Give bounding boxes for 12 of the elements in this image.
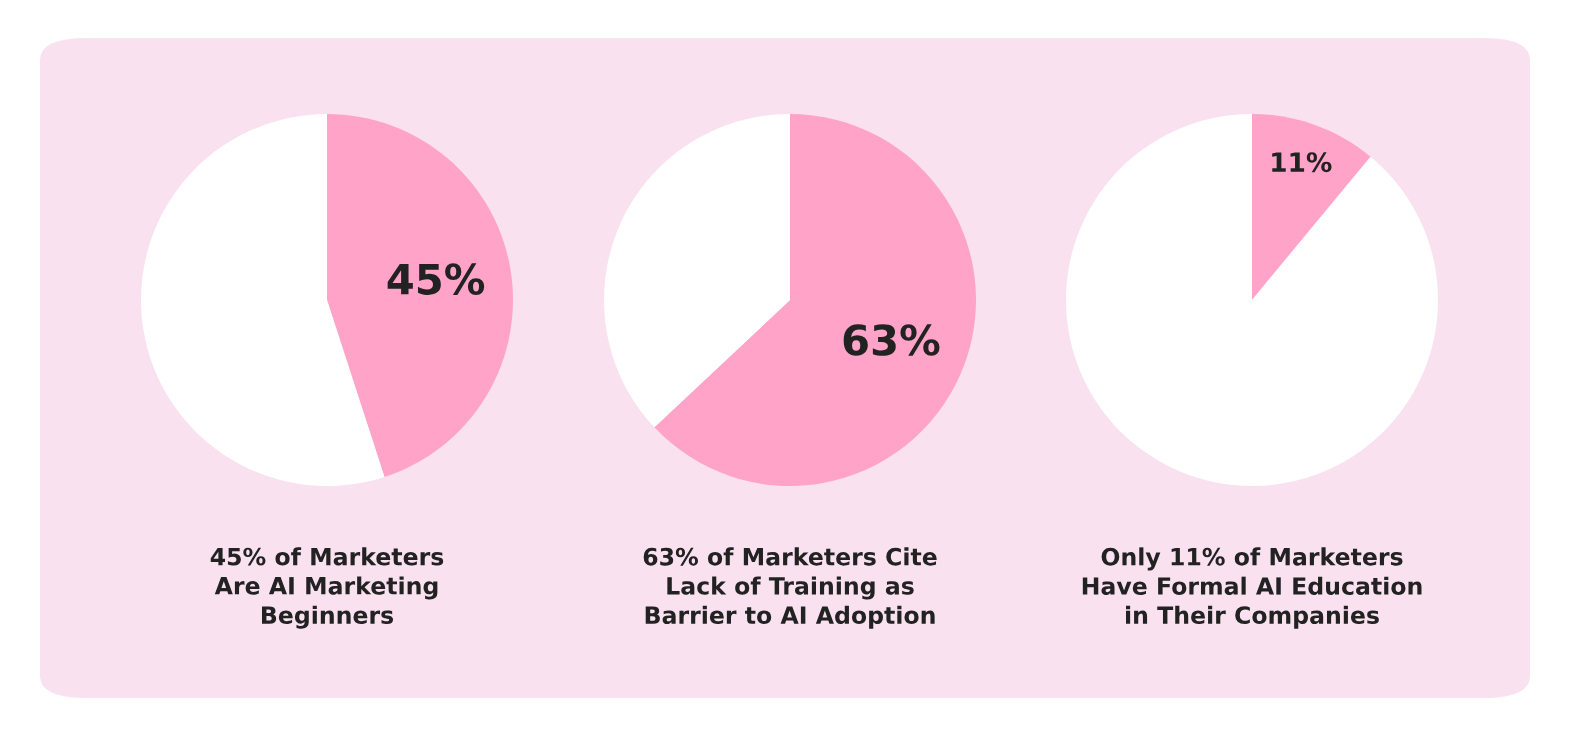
text: 45% of Marketers Are AI Marketing Beginners <box>210 547 444 629</box>
pie-slice <box>327 114 513 477</box>
pie-slice <box>141 114 385 486</box>
data-label: 11% <box>1272 152 1332 173</box>
pie-slice <box>604 114 790 428</box>
pie-slice <box>654 114 976 486</box>
pie-slice <box>1252 114 1371 300</box>
pie-slice <box>1066 114 1438 486</box>
text: Only 11% of Marketers Have Formal AI Education in Their Companies <box>1082 547 1422 629</box>
data-label: 63% <box>843 324 940 356</box>
data-label: 45% <box>387 263 485 295</box>
text: 63% of Marketers Cite Lack of Training as Barrier to AI Adoption <box>643 547 937 629</box>
